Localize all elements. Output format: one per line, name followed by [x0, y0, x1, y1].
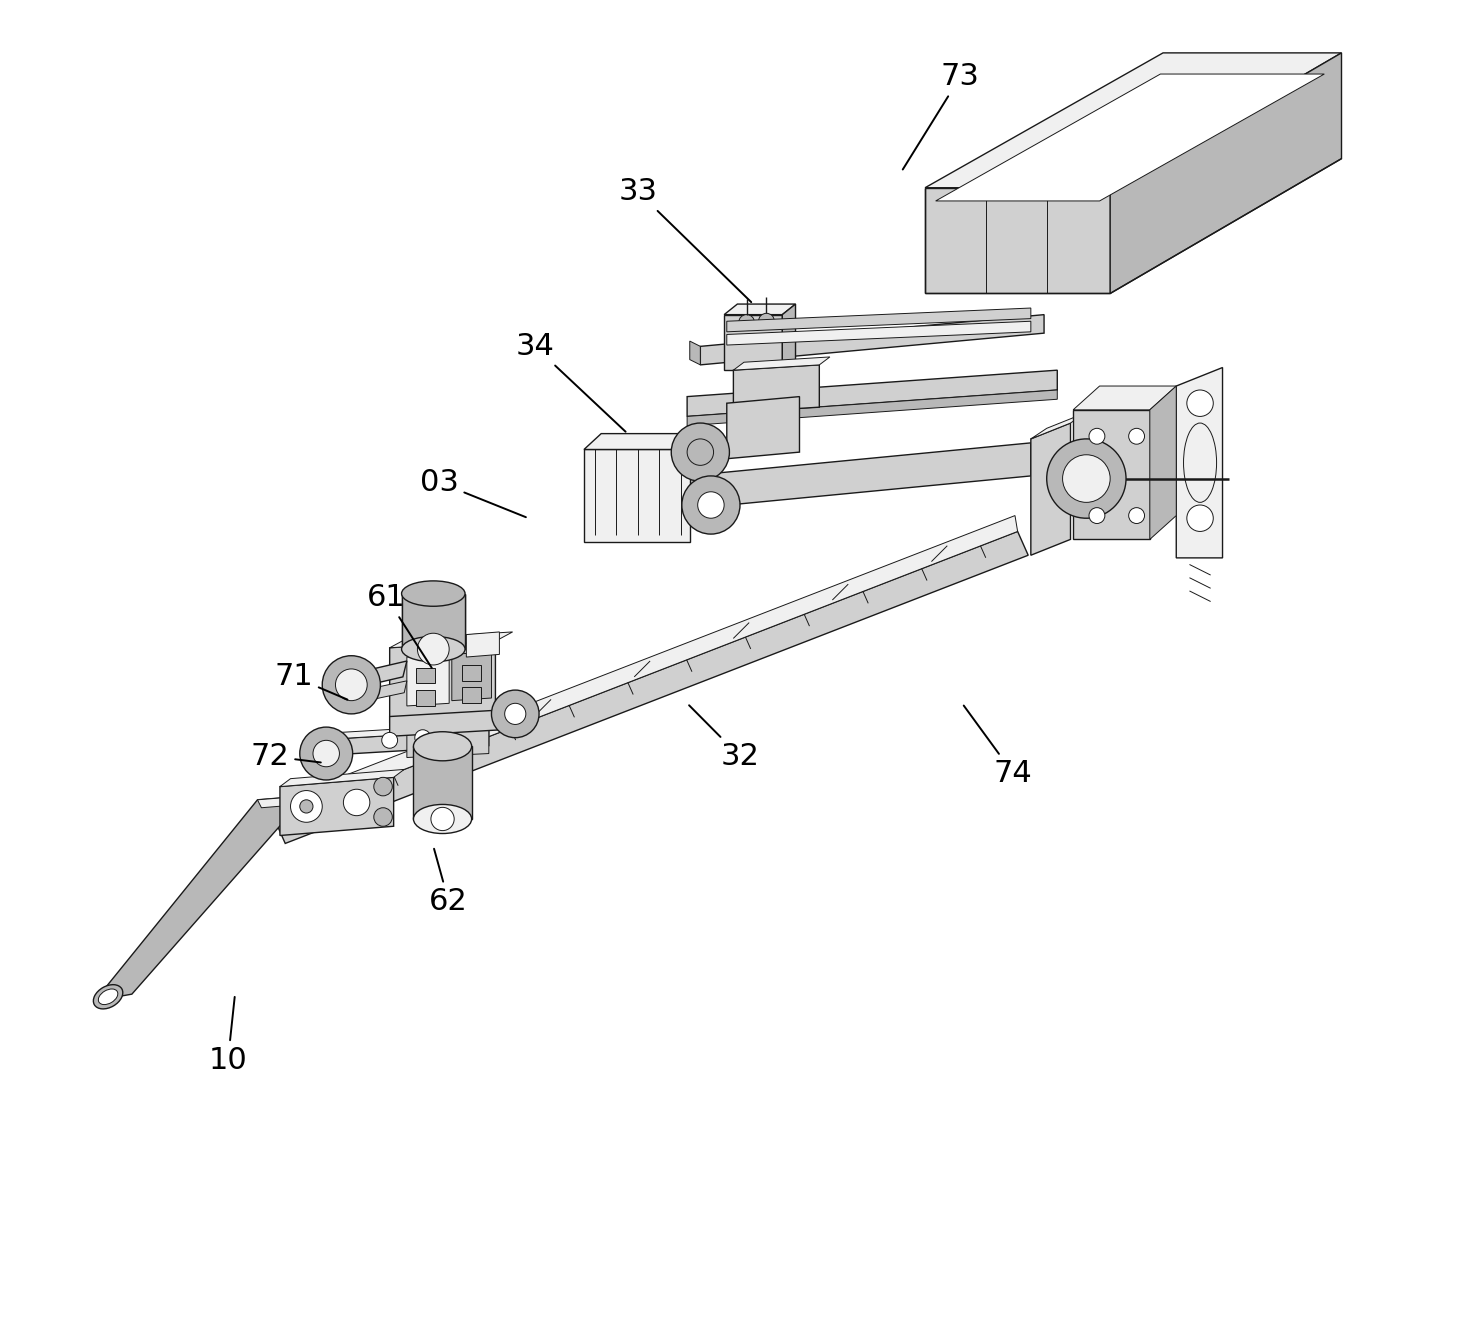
Polygon shape: [1177, 368, 1222, 558]
Circle shape: [323, 656, 380, 714]
Circle shape: [672, 423, 730, 481]
Polygon shape: [734, 357, 830, 370]
Circle shape: [382, 732, 398, 748]
Ellipse shape: [93, 985, 123, 1009]
Polygon shape: [361, 681, 407, 702]
Polygon shape: [462, 665, 481, 681]
Polygon shape: [687, 370, 1057, 416]
Circle shape: [1089, 428, 1106, 444]
Polygon shape: [413, 746, 472, 818]
Polygon shape: [389, 641, 496, 723]
Polygon shape: [280, 777, 394, 836]
Circle shape: [687, 439, 713, 465]
Polygon shape: [727, 308, 1032, 332]
Text: 03: 03: [420, 468, 525, 517]
Text: 33: 33: [619, 177, 752, 303]
Polygon shape: [1073, 386, 1177, 410]
Text: 32: 32: [690, 705, 759, 771]
Circle shape: [1129, 428, 1144, 444]
Circle shape: [417, 633, 448, 665]
Polygon shape: [311, 723, 497, 740]
Polygon shape: [1110, 53, 1341, 293]
Text: 61: 61: [367, 583, 432, 668]
Polygon shape: [1032, 412, 1086, 439]
Polygon shape: [724, 304, 796, 315]
Text: 74: 74: [963, 706, 1033, 788]
Circle shape: [312, 740, 339, 767]
Polygon shape: [783, 304, 796, 370]
Circle shape: [414, 730, 431, 746]
Text: 71: 71: [275, 662, 348, 699]
Polygon shape: [275, 531, 1029, 843]
Polygon shape: [585, 449, 690, 542]
Circle shape: [336, 669, 367, 701]
Polygon shape: [389, 710, 502, 736]
Polygon shape: [724, 315, 783, 370]
Ellipse shape: [401, 636, 465, 662]
Circle shape: [374, 808, 392, 826]
Circle shape: [491, 690, 539, 738]
Polygon shape: [925, 188, 1110, 293]
Polygon shape: [687, 390, 1057, 426]
Polygon shape: [389, 632, 512, 648]
Polygon shape: [280, 769, 404, 787]
Polygon shape: [1073, 410, 1150, 539]
Polygon shape: [700, 315, 1043, 365]
Polygon shape: [1032, 423, 1070, 555]
Polygon shape: [407, 654, 448, 706]
Polygon shape: [935, 74, 1325, 201]
Polygon shape: [95, 796, 306, 1001]
Polygon shape: [727, 397, 799, 459]
Circle shape: [1129, 508, 1144, 524]
Ellipse shape: [401, 580, 465, 607]
Ellipse shape: [413, 731, 472, 761]
Text: 73: 73: [903, 62, 980, 169]
Circle shape: [697, 492, 724, 518]
Circle shape: [1089, 508, 1106, 524]
Circle shape: [505, 703, 525, 724]
Circle shape: [1046, 439, 1126, 518]
Text: 10: 10: [209, 997, 247, 1075]
Circle shape: [374, 777, 392, 796]
Text: 72: 72: [252, 742, 321, 771]
Polygon shape: [690, 341, 700, 365]
Polygon shape: [1150, 386, 1177, 539]
Polygon shape: [925, 53, 1341, 188]
Polygon shape: [258, 796, 311, 808]
Circle shape: [343, 789, 370, 816]
Text: 62: 62: [429, 849, 468, 916]
Polygon shape: [407, 717, 488, 758]
Circle shape: [682, 476, 740, 534]
Ellipse shape: [413, 804, 472, 834]
Circle shape: [759, 313, 774, 329]
Circle shape: [1187, 505, 1214, 531]
Polygon shape: [311, 730, 488, 756]
Polygon shape: [585, 434, 707, 449]
Polygon shape: [734, 365, 820, 412]
Circle shape: [1187, 390, 1214, 416]
Polygon shape: [401, 594, 465, 649]
Polygon shape: [673, 472, 687, 509]
Polygon shape: [466, 632, 499, 657]
Circle shape: [300, 727, 352, 780]
Polygon shape: [272, 516, 1018, 820]
Circle shape: [1063, 455, 1110, 502]
Circle shape: [300, 800, 312, 813]
Circle shape: [739, 315, 755, 330]
Polygon shape: [462, 687, 481, 703]
Polygon shape: [346, 661, 407, 690]
Text: 34: 34: [515, 332, 626, 432]
Circle shape: [431, 808, 454, 830]
Polygon shape: [727, 321, 1032, 345]
Polygon shape: [451, 652, 491, 701]
Circle shape: [290, 791, 323, 822]
Ellipse shape: [98, 989, 118, 1005]
Polygon shape: [416, 668, 435, 683]
Polygon shape: [687, 443, 1032, 509]
Polygon shape: [416, 690, 435, 706]
